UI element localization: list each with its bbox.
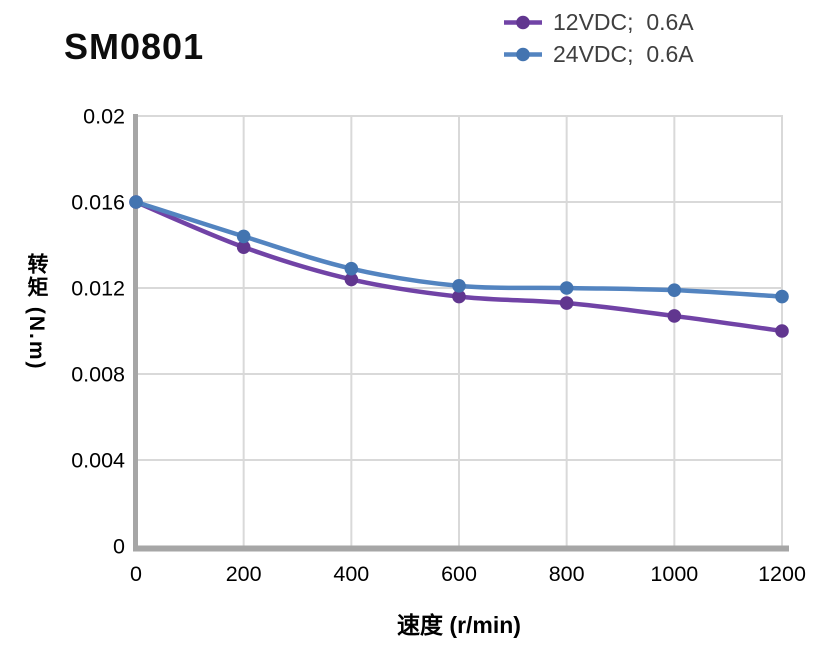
x-tick-label: 400 xyxy=(333,562,369,586)
data-point-marker xyxy=(775,324,789,338)
data-point-marker xyxy=(775,289,789,304)
y-tick-label: 0.004 xyxy=(71,449,125,473)
data-point-marker xyxy=(559,281,574,295)
data-point-marker xyxy=(452,289,466,304)
legend-item-12vdc: 12VDC; 0.6A xyxy=(503,6,694,38)
x-tick-label: 0 xyxy=(130,562,142,586)
line-marker-icon xyxy=(504,15,542,29)
legend-item-24vdc: 24VDC; 0.6A xyxy=(503,38,694,70)
y-tick-label: 0.02 xyxy=(83,105,125,129)
data-point-marker xyxy=(129,195,143,209)
data-point-marker xyxy=(344,261,359,276)
line-marker-icon xyxy=(504,47,542,61)
data-point-marker xyxy=(236,229,251,244)
x-tick-label: 1200 xyxy=(758,562,806,586)
x-tick-label: 800 xyxy=(549,562,585,586)
x-tick-label: 200 xyxy=(226,562,262,586)
data-point-marker xyxy=(344,272,359,287)
data-point-marker xyxy=(236,240,251,254)
x-tick-label: 1000 xyxy=(650,562,698,586)
legend: 12VDC; 0.6A 24VDC; 0.6A xyxy=(503,6,694,70)
data-point-marker xyxy=(452,279,466,293)
data-point-marker xyxy=(667,309,682,323)
data-point-marker xyxy=(559,296,574,310)
y-tick-label: 0.012 xyxy=(71,277,125,301)
legend-item-label: 12VDC; 0.6A xyxy=(553,8,694,35)
y-tick-label: 0.008 xyxy=(71,363,125,387)
y-axis-title: 转矩 (N.m) xyxy=(25,253,48,371)
data-point-marker xyxy=(667,283,682,297)
legend-item-label: 24VDC; 0.6A xyxy=(553,40,694,67)
y-tick-label: 0 xyxy=(113,535,125,559)
x-tick-label: 600 xyxy=(441,562,477,586)
chart-title: SM0801 xyxy=(64,26,205,67)
y-tick-label: 0.016 xyxy=(71,191,125,215)
x-axis-title: 速度 (r/min) xyxy=(397,612,521,638)
